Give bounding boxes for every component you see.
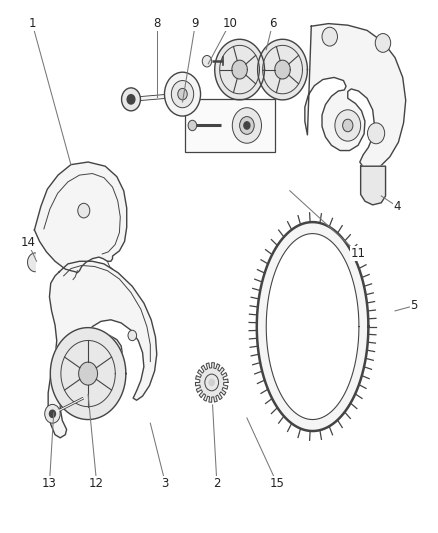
- Circle shape: [367, 123, 385, 144]
- Polygon shape: [48, 261, 157, 438]
- Polygon shape: [28, 253, 35, 272]
- Polygon shape: [232, 60, 247, 79]
- Circle shape: [78, 203, 90, 218]
- Polygon shape: [360, 166, 385, 205]
- Bar: [185, 99, 275, 151]
- Polygon shape: [305, 23, 406, 170]
- Circle shape: [178, 88, 187, 100]
- Text: 5: 5: [410, 299, 418, 312]
- Text: 12: 12: [89, 477, 104, 490]
- Polygon shape: [35, 162, 127, 273]
- Circle shape: [128, 330, 137, 341]
- Polygon shape: [50, 328, 126, 419]
- Circle shape: [45, 405, 60, 423]
- Text: 10: 10: [223, 17, 237, 30]
- Text: 1: 1: [28, 17, 36, 30]
- Circle shape: [205, 374, 219, 391]
- Polygon shape: [79, 362, 98, 385]
- Circle shape: [244, 122, 250, 129]
- Text: 8: 8: [153, 17, 160, 30]
- Text: 4: 4: [393, 200, 401, 213]
- Text: 11: 11: [351, 247, 366, 260]
- Circle shape: [171, 80, 194, 108]
- Polygon shape: [258, 39, 307, 100]
- Polygon shape: [195, 362, 228, 402]
- Text: 15: 15: [269, 477, 284, 490]
- Polygon shape: [266, 233, 359, 419]
- Circle shape: [188, 120, 197, 131]
- Circle shape: [240, 117, 254, 134]
- Circle shape: [335, 110, 360, 141]
- Circle shape: [209, 379, 214, 385]
- Text: 3: 3: [162, 477, 169, 490]
- Circle shape: [49, 410, 56, 417]
- Text: 2: 2: [213, 477, 221, 490]
- Circle shape: [202, 55, 212, 67]
- Text: 13: 13: [42, 477, 57, 490]
- Circle shape: [122, 88, 141, 111]
- Polygon shape: [275, 60, 290, 79]
- Circle shape: [165, 72, 201, 116]
- Text: 9: 9: [192, 17, 199, 30]
- Polygon shape: [257, 222, 368, 431]
- Circle shape: [375, 34, 391, 52]
- Polygon shape: [215, 39, 265, 100]
- Circle shape: [127, 95, 135, 104]
- Circle shape: [322, 27, 337, 46]
- Text: 6: 6: [269, 17, 276, 30]
- Text: 14: 14: [21, 237, 35, 249]
- Circle shape: [232, 108, 261, 143]
- Circle shape: [343, 119, 353, 132]
